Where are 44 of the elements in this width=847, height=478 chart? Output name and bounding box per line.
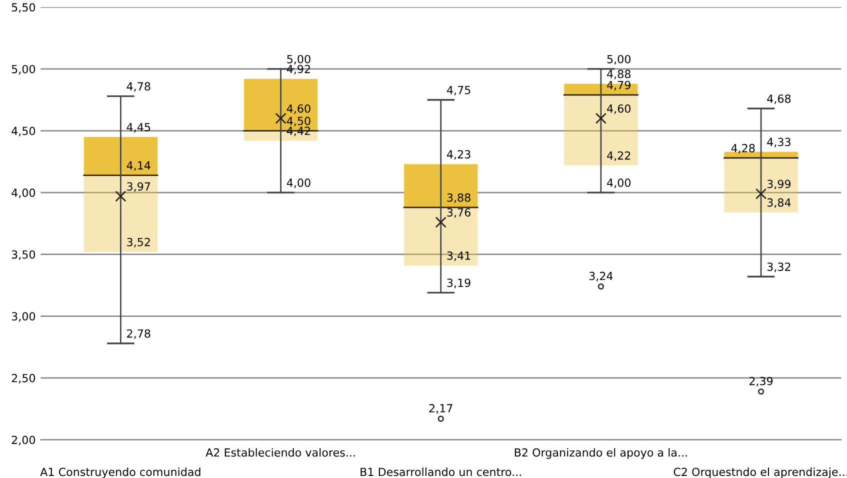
annotation: 3,52 [127,238,150,248]
annotation: 3,32 [767,262,790,272]
x-tick-label: B2 Organizando el apoyo a la... [514,448,687,459]
annotation: 3,97 [127,182,150,192]
annotation: 3,19 [447,278,470,288]
annotation: 4,14 [126,161,150,171]
annotation: 4,00 [286,178,310,188]
y-tick-label: 4,50 [12,126,36,136]
y-tick-label: 5,00 [12,64,36,74]
y-tick-label: 4,00 [12,188,36,198]
annotation: 4,45 [126,123,150,132]
annotation: 4,60 [607,104,631,114]
annotation: 4,60 [286,104,310,114]
annotation: 3,24 [589,272,613,282]
annotation: 4,79 [607,80,630,90]
annotation: 4,50 [286,116,310,126]
annotation: 3,99 [767,180,791,190]
y-tick-label: 3,00 [12,312,36,322]
annotation: 2,78 [127,329,150,339]
annotation: 2,17 [429,404,452,414]
annotation: 5,00 [287,54,310,64]
annotation: 4,33 [767,138,790,148]
y-tick-label: 3,50 [12,250,36,260]
x-tick-label: B1 Desarrollando un centro... [360,468,521,476]
annotation: 4,68 [767,94,791,104]
annotation: 4,78 [126,82,150,92]
annotation: 4,22 [607,151,630,161]
annotation: 3,76 [447,208,470,218]
x-tick-label: A1 Construyendo comunidad [40,468,200,478]
x-tick-label: A2 Estableciendo valores... [206,448,355,457]
annotation: 4,88 [607,70,630,80]
annotation: 3,84 [767,198,791,208]
annotation: 3,41 [447,251,470,261]
annotation: 2,39 [749,376,773,386]
y-tick-label: 5,50 [12,3,36,13]
annotation: 4,92 [286,64,310,74]
annotation: 4,28 [731,144,755,154]
y-tick-label: 2,50 [12,374,36,384]
annotation: 4,75 [446,86,470,96]
annotation: 4,00 [607,178,631,188]
annotation: 3,88 [447,193,470,203]
y-tick-label: 2,00 [12,436,36,446]
annotation: 5,00 [607,54,631,64]
annotation: 4,23 [446,150,470,160]
